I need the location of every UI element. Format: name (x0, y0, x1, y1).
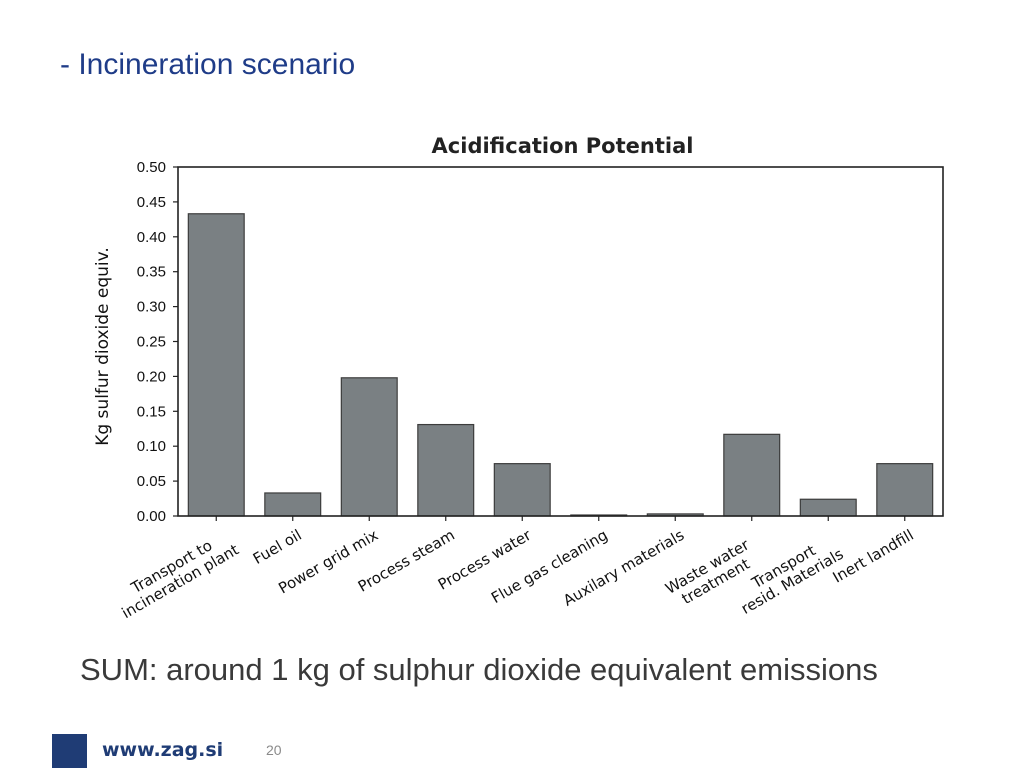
y-tick-label: 0.35 (137, 264, 166, 281)
footer-url[interactable]: www.zag.si (102, 739, 224, 761)
bar (417, 423, 475, 517)
brand-square (52, 734, 87, 768)
x-category-label-line: Fuel oil (250, 526, 305, 568)
y-tick-label: 0.45 (137, 194, 166, 211)
bar (264, 492, 322, 517)
y-tick-label: 0.50 (137, 159, 166, 176)
y-tick-label: 0.40 (137, 229, 166, 246)
y-tick-label: 0.25 (137, 334, 166, 351)
x-category-label: Fuel oil (250, 526, 305, 568)
bar (799, 498, 857, 517)
y-tick-label: 0.20 (137, 368, 166, 385)
y-tick-label: 0.30 (137, 299, 166, 316)
bar (723, 433, 781, 517)
bar (493, 463, 551, 517)
y-axis-label: Kg sulfur dioxide equiv. (93, 247, 113, 446)
sum-note: SUM: around 1 kg of sulphur dioxide equi… (80, 652, 878, 687)
page-number: 20 (266, 742, 282, 758)
chart-title: Acidification Potential (432, 134, 694, 158)
y-tick-label: 0.10 (137, 438, 166, 455)
y-tick-label: 0.05 (137, 473, 166, 490)
slide-title: - Incineration scenario (60, 48, 356, 81)
y-tick-label: 0.00 (137, 508, 166, 525)
bar (340, 377, 398, 517)
x-category-label: Transport toincineration plant (110, 526, 242, 622)
acidification-bar-chart: Acidification Potential Kg sulfur dioxide… (93, 134, 944, 622)
plot-frame (177, 166, 944, 517)
bar (187, 213, 245, 517)
bar (876, 463, 934, 517)
y-tick-label: 0.15 (137, 403, 166, 420)
